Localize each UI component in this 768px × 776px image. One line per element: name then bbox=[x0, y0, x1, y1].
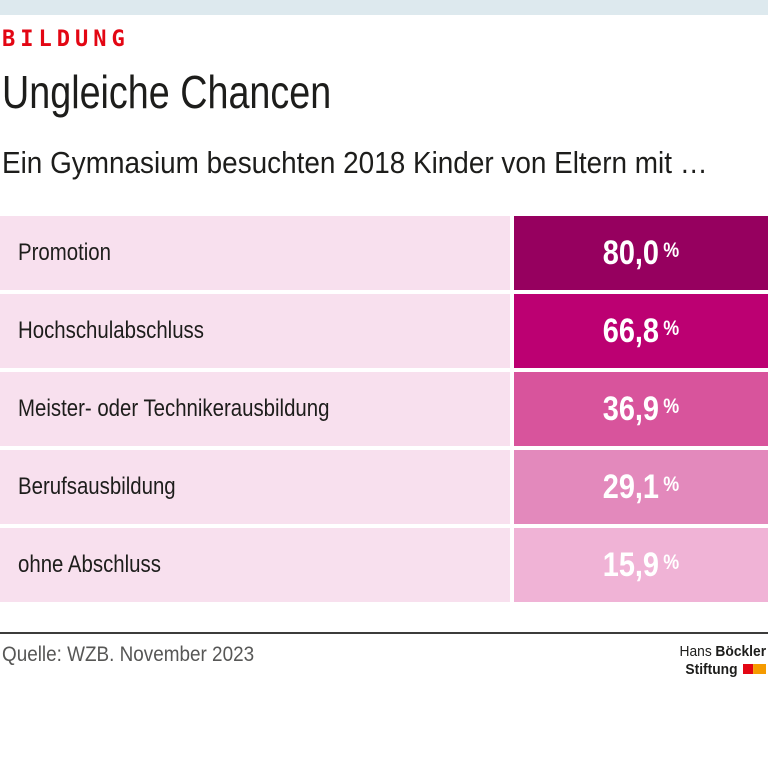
row-label-cell: Hochschulabschluss bbox=[0, 294, 510, 369]
row-value-box: 29,1% bbox=[514, 450, 768, 525]
row-label-cell: Promotion bbox=[0, 216, 510, 291]
logo-mark bbox=[743, 664, 766, 675]
chart-row: Berufsausbildung 29,1% bbox=[0, 450, 768, 525]
row-label: Meister- oder Technikerausbildung bbox=[18, 395, 330, 423]
chart-subtitle: Ein Gymnasium besuchten 2018 Kinder von … bbox=[2, 146, 768, 180]
row-value: 36,9% bbox=[603, 390, 679, 429]
source-note: Quelle: WZB. November 2023 bbox=[2, 643, 282, 666]
source-note-text: Quelle: WZB. November 2023 bbox=[2, 643, 255, 667]
row-label-cell: Berufsausbildung bbox=[0, 450, 510, 525]
logo-line-1: Hans Böckler bbox=[679, 643, 766, 660]
chart-row: Hochschulabschluss 66,8% bbox=[0, 294, 768, 369]
logo-red-square-icon bbox=[743, 664, 754, 675]
row-label-cell: ohne Abschluss bbox=[0, 528, 510, 603]
bar-chart: Promotion 80,0% Hochschulabschluss 66,8%… bbox=[0, 216, 768, 603]
row-label-cell: Meister- oder Technikerausbildung bbox=[0, 372, 510, 447]
row-label: Promotion bbox=[18, 239, 111, 267]
row-value: 29,1% bbox=[603, 468, 679, 507]
hans-boeckler-stiftung-logo: Hans Böckler Stiftung bbox=[679, 643, 766, 678]
chart-row: ohne Abschluss 15,9% bbox=[0, 528, 768, 603]
row-value-box: 36,9% bbox=[514, 372, 768, 447]
page-title-text: Ungleiche Chancen bbox=[2, 66, 332, 118]
logo-line-2: Stiftung bbox=[679, 661, 766, 678]
row-value-box: 15,9% bbox=[514, 528, 768, 603]
row-value: 80,0% bbox=[603, 234, 679, 273]
row-value: 15,9% bbox=[603, 546, 679, 585]
row-value-number: 80,0 bbox=[602, 233, 660, 272]
row-value: 66,8% bbox=[603, 312, 679, 351]
row-value-percent-sign: % bbox=[663, 550, 680, 574]
row-label: Berufsausbildung bbox=[18, 473, 176, 501]
row-value-number: 66,8 bbox=[602, 311, 660, 350]
row-value-percent-sign: % bbox=[663, 238, 680, 262]
row-value-percent-sign: % bbox=[663, 394, 680, 418]
row-label: ohne Abschluss bbox=[18, 551, 161, 579]
chart-row: Meister- oder Technikerausbildung 36,9% bbox=[0, 372, 768, 447]
row-value-number: 15,9 bbox=[602, 545, 660, 584]
row-value-number: 36,9 bbox=[602, 389, 660, 428]
chart-subtitle-text: Ein Gymnasium besuchten 2018 Kinder von … bbox=[2, 145, 708, 181]
logo-text-stiftung: Stiftung bbox=[685, 660, 738, 678]
top-accent-bar bbox=[0, 0, 768, 15]
row-value-number: 29,1 bbox=[602, 467, 660, 506]
row-label: Hochschulabschluss bbox=[18, 317, 204, 345]
page-title: Ungleiche Chancen bbox=[2, 66, 768, 118]
chart-row: Promotion 80,0% bbox=[0, 216, 768, 291]
logo-text-boeckler: Böckler bbox=[715, 643, 766, 661]
row-value-percent-sign: % bbox=[663, 472, 680, 496]
logo-orange-square-icon bbox=[753, 664, 766, 675]
footer: Quelle: WZB. November 2023 Hans Böckler … bbox=[0, 632, 768, 678]
row-value-percent-sign: % bbox=[663, 316, 680, 340]
category-kicker-label: BILDUNG bbox=[2, 27, 130, 52]
category-kicker: BILDUNG bbox=[2, 29, 768, 51]
row-value-box: 80,0% bbox=[514, 216, 768, 291]
logo-text-hans: Hans bbox=[679, 643, 712, 661]
row-value-box: 66,8% bbox=[514, 294, 768, 369]
